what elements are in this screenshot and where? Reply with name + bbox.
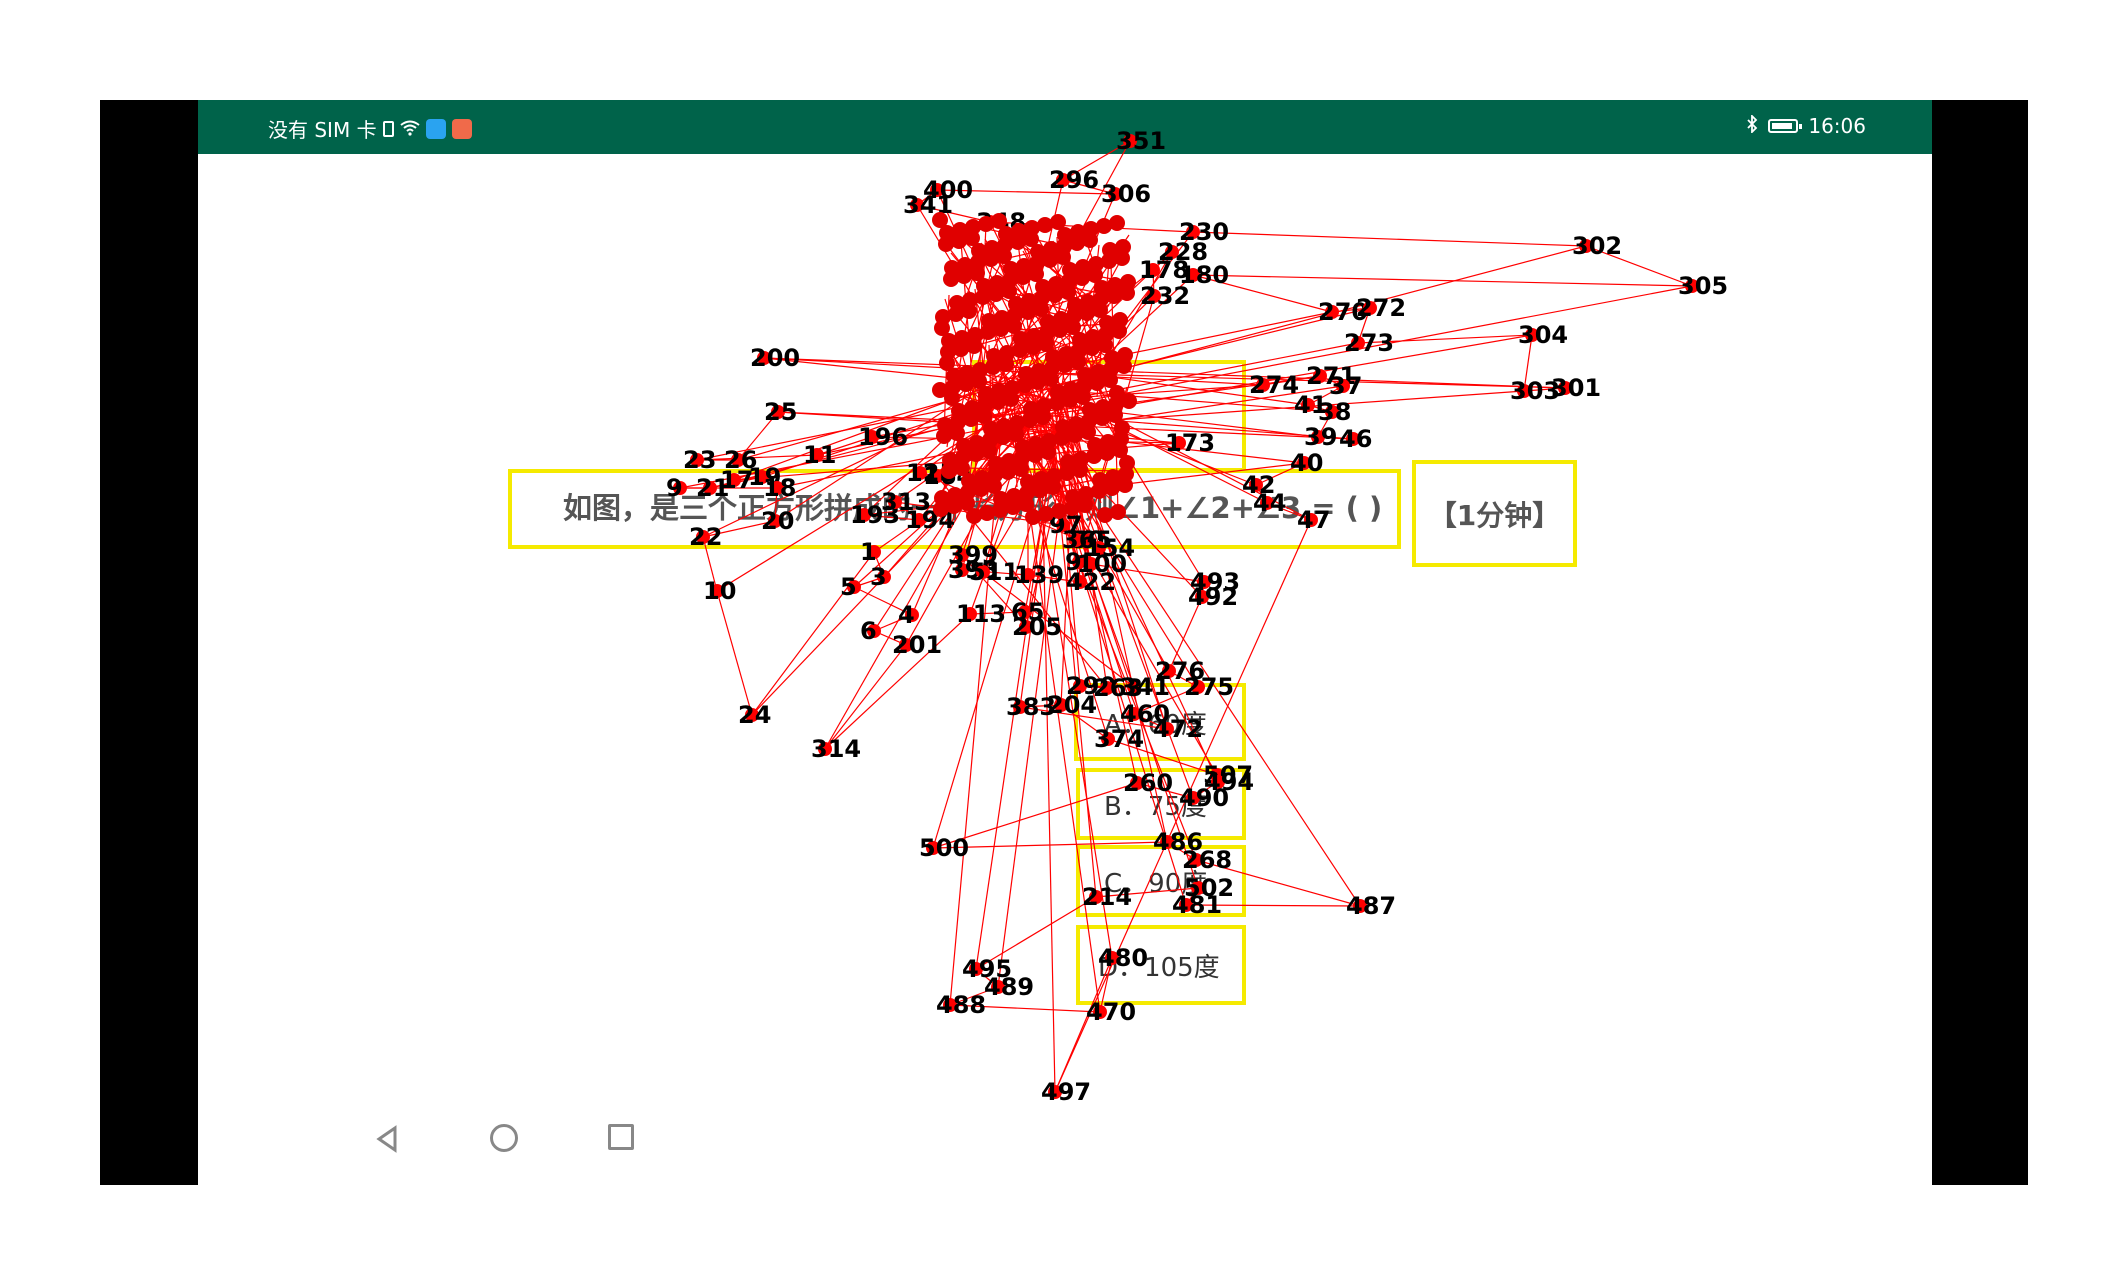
question-text: 如图，是三个正方形拼成的一个长方形，则∠1+∠2+∠3 = ( ) bbox=[563, 491, 1383, 525]
bluetooth-icon bbox=[1746, 113, 1758, 138]
battery-icon bbox=[1768, 119, 1803, 133]
timer-label: 【1分钟】 bbox=[1412, 460, 1577, 567]
option-c[interactable]: C．90度 bbox=[1104, 869, 1208, 899]
status-right: 16:06 bbox=[1746, 113, 1866, 138]
option-d[interactable]: D．105度 bbox=[1098, 953, 1220, 983]
figure-box bbox=[972, 360, 1246, 472]
home-icon[interactable] bbox=[490, 1124, 518, 1152]
app-badge-icon bbox=[425, 118, 446, 139]
device-frame: 没有 SIM 卡 16:06 如图，是三个正方形拼成的一个长方形，则∠1+∠2+… bbox=[100, 100, 2028, 1185]
recent-apps-icon[interactable] bbox=[608, 1124, 634, 1150]
carrier-text: 没有 SIM 卡 bbox=[268, 118, 377, 142]
clock: 16:06 bbox=[1808, 114, 1866, 138]
back-icon[interactable] bbox=[373, 1124, 403, 1154]
sim-icon bbox=[382, 120, 394, 137]
option-a[interactable]: A．60度 bbox=[1104, 710, 1207, 740]
screen: 没有 SIM 卡 16:06 如图，是三个正方形拼成的一个长方形，则∠1+∠2+… bbox=[198, 100, 1932, 1185]
status-bar: 没有 SIM 卡 16:06 bbox=[198, 100, 1932, 154]
wifi-icon bbox=[399, 117, 420, 141]
status-left: 没有 SIM 卡 bbox=[268, 114, 472, 143]
option-b[interactable]: B．75度 bbox=[1104, 792, 1207, 822]
navigation-bar bbox=[198, 1110, 1932, 1170]
question-content: 如图，是三个正方形拼成的一个长方形，则∠1+∠2+∠3 = ( ) 【1分钟】 … bbox=[198, 154, 1932, 1094]
app-badge-icon bbox=[451, 118, 472, 139]
